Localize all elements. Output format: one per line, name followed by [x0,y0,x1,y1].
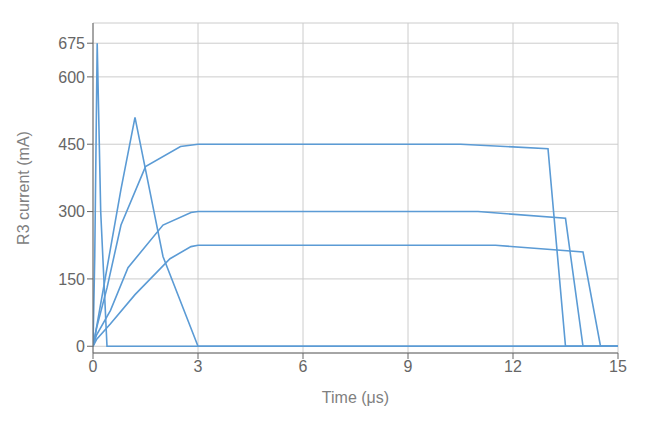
svg-text:3: 3 [194,358,203,375]
svg-text:300: 300 [58,203,85,220]
svg-text:0: 0 [76,338,85,355]
svg-text:450: 450 [58,136,85,153]
svg-text:Time (μs): Time (μs) [322,389,389,406]
svg-text:675: 675 [58,35,85,52]
svg-text:600: 600 [58,69,85,86]
svg-text:9: 9 [404,358,413,375]
svg-text:0: 0 [89,358,98,375]
svg-text:150: 150 [58,271,85,288]
svg-text:12: 12 [504,358,522,375]
svg-text:6: 6 [299,358,308,375]
svg-text:15: 15 [609,358,627,375]
svg-text:R3 current (mA): R3 current (mA) [15,131,32,245]
